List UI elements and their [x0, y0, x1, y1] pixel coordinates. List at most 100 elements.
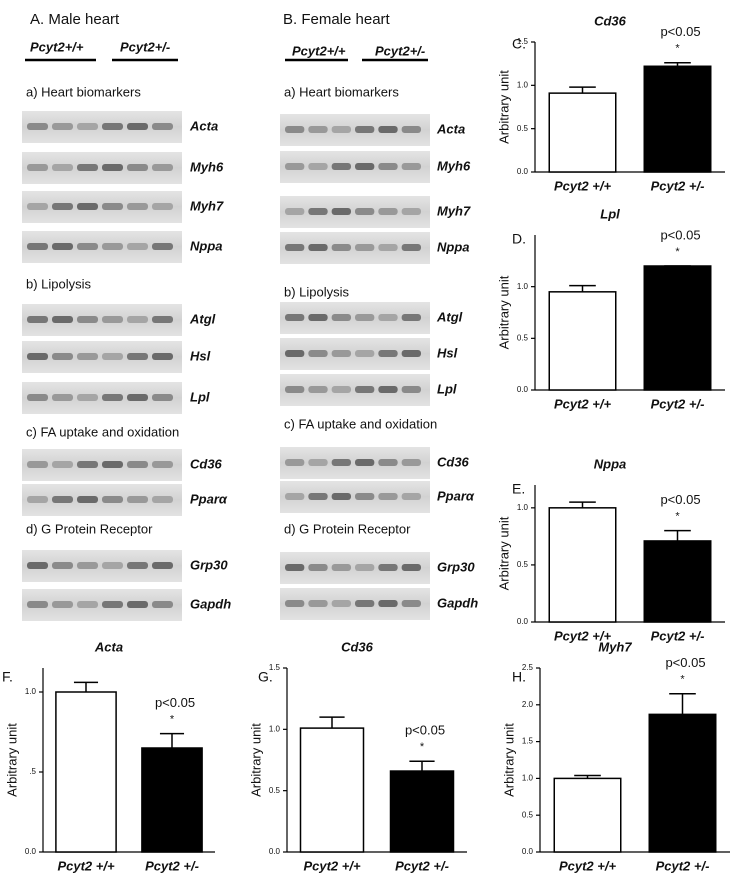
section-title: b) Lipolysis: [26, 276, 92, 291]
gel-band: [27, 316, 48, 323]
gel-band: [152, 123, 173, 130]
panel-label: H.: [512, 669, 526, 685]
y-tick-label: 0.0: [517, 385, 529, 394]
gel-band: [27, 394, 48, 401]
gel-band: [308, 600, 328, 607]
gel-band: [285, 314, 305, 321]
gel-band: [77, 164, 98, 171]
significance: *: [420, 741, 425, 753]
gel-band: [401, 244, 421, 251]
gel-band: [355, 163, 375, 170]
gel-band: [102, 461, 123, 468]
gel-band: [127, 496, 148, 503]
gel-band: [27, 203, 48, 210]
gel-band: [331, 459, 351, 466]
y-tick-label: 1.0: [269, 724, 281, 733]
gel-band: [77, 601, 98, 608]
gel-band: [378, 564, 398, 571]
gel-band: [355, 208, 375, 215]
gel-band: [52, 496, 73, 503]
bar: [55, 691, 117, 853]
gel-band: [52, 316, 73, 323]
y-tick-label: .5: [29, 767, 36, 776]
y-tick-label: 1.5: [269, 663, 281, 672]
gel-band: [152, 461, 173, 468]
gel-band: [331, 244, 351, 251]
gel-band: [308, 314, 328, 321]
gel-band: [378, 493, 398, 500]
y-tick-label: 0.5: [517, 124, 529, 133]
gel-band: [401, 314, 421, 321]
gel-band: [127, 316, 148, 323]
gel-band: [152, 203, 173, 210]
gel-band: [77, 461, 98, 468]
gel-band: [285, 208, 305, 215]
gel-band: [378, 163, 398, 170]
gel-band: [127, 123, 148, 130]
gel-band: [331, 163, 351, 170]
gene-label: Grp30: [437, 559, 475, 574]
x-tick-label: Pcyt2 +/+: [303, 858, 361, 873]
gel-band: [378, 386, 398, 393]
section-title: d) G Protein Receptor: [26, 521, 153, 536]
gel-band: [52, 164, 73, 171]
gel-band: [401, 564, 421, 571]
gel-band: [77, 496, 98, 503]
gel-band: [52, 353, 73, 360]
gel-band: [401, 126, 421, 133]
bar: [643, 65, 712, 173]
y-tick-label: 1.0: [517, 503, 529, 512]
panel-title: B. Female heart: [283, 11, 391, 28]
panel-label: C.: [512, 36, 526, 52]
gel-band: [285, 163, 305, 170]
gel-band: [355, 459, 375, 466]
y-tick-label: 1.0: [25, 687, 37, 696]
gel-band: [331, 600, 351, 607]
gel-band: [308, 208, 328, 215]
gene-label: Lpl: [190, 389, 210, 404]
gel-band: [285, 564, 305, 571]
gene-label: Gapdh: [190, 596, 231, 611]
gel-band: [308, 493, 328, 500]
bar: [299, 727, 365, 853]
gene-label: Acta: [436, 121, 465, 136]
gel-band: [102, 601, 123, 608]
section-title: a) Heart biomarkers: [284, 84, 399, 99]
x-tick-label: Pcyt2 +/+: [559, 858, 617, 873]
genotype-label: Pcyt2+/-: [120, 39, 170, 54]
gene-label: Nppa: [437, 239, 470, 254]
bar: [548, 291, 617, 391]
gel-band: [102, 353, 123, 360]
bar: [389, 770, 455, 853]
gel-band: [355, 126, 375, 133]
y-axis-label: Arbitrary unit: [496, 70, 511, 144]
gel-band: [401, 459, 421, 466]
gel-band: [102, 203, 123, 210]
gel-band: [102, 123, 123, 130]
x-tick-label: Pcyt2 +/+: [554, 178, 612, 193]
y-axis-label: Arbitrary unit: [496, 516, 511, 590]
x-tick-label: Pcyt2 +/+: [554, 628, 612, 643]
genotype-label: Pcyt2+/+: [292, 43, 346, 58]
gel-band: [285, 244, 305, 251]
gel-band: [77, 243, 98, 250]
gel-band: [285, 126, 305, 133]
gene-label: Cd36: [437, 454, 470, 469]
y-tick-label: 0.0: [517, 617, 529, 626]
bar: [648, 713, 717, 853]
gel-band: [77, 562, 98, 569]
gene-label: Pparα: [437, 488, 475, 503]
gene-label: Nppa: [190, 238, 223, 253]
bar: [141, 747, 203, 853]
y-tick-label: 2.5: [522, 663, 534, 672]
gel-band: [308, 126, 328, 133]
significance: *: [675, 511, 680, 523]
chart-title: Lpl: [600, 206, 620, 221]
y-tick-label: 0.5: [269, 786, 281, 795]
gel-band: [77, 394, 98, 401]
gel-band: [152, 601, 173, 608]
y-tick-label: 0.5: [517, 560, 529, 569]
gel-band: [401, 493, 421, 500]
gel-band: [152, 496, 173, 503]
